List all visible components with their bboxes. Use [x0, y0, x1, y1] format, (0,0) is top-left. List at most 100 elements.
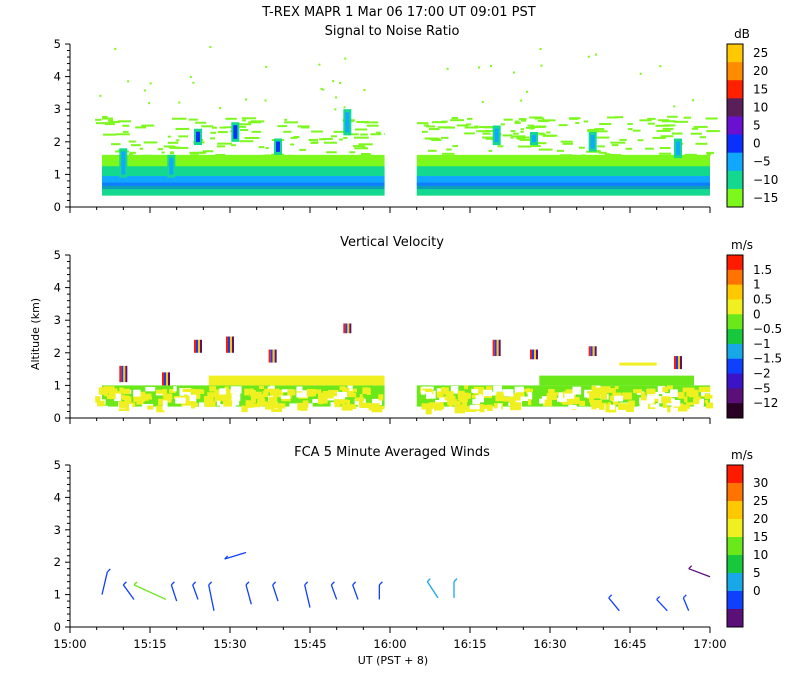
colorbar-frame: [726, 464, 744, 628]
wind-barb: [192, 584, 199, 600]
snr-layer: [416, 182, 710, 190]
vv-speckle: [312, 398, 320, 403]
data-gap: [384, 44, 417, 206]
vv-speckle: [163, 395, 170, 401]
snr-speckle: [575, 121, 580, 124]
snr-speckle: [606, 116, 618, 119]
vv-speckle: [564, 400, 571, 404]
snr-speckle: [360, 152, 371, 155]
wind-barb: [304, 584, 311, 608]
snr-speckle: [597, 145, 605, 148]
y-tick-label: 2: [54, 555, 61, 569]
snr-speckle: [103, 133, 116, 136]
snr-speckle: [265, 147, 269, 150]
vv-speckle: [341, 387, 350, 392]
colorbar-swatch: [727, 373, 743, 389]
snr-speckle: [662, 127, 674, 130]
vv-speckle: [230, 386, 242, 394]
snr-plume-core: [169, 157, 174, 175]
vv-speckle: [347, 387, 353, 392]
vv-speckle: [654, 391, 659, 399]
vv-speckle: [223, 400, 232, 407]
wind-barb-flag: [688, 565, 693, 570]
vv-speckle: [611, 395, 624, 402]
snr-speckle: [335, 96, 338, 99]
wind-barb-flag: [133, 581, 138, 586]
snr-speckle: [520, 128, 525, 131]
vv-speckle: [109, 388, 118, 392]
vv-speckle: [247, 389, 254, 394]
vv-updraft: [194, 339, 196, 353]
snr-speckle: [546, 134, 558, 137]
vv-speckle: [509, 402, 522, 411]
snr-speckle: [135, 126, 147, 129]
vv-speckle: [493, 385, 503, 392]
snr-plume-core: [345, 112, 350, 133]
snr-speckle: [216, 145, 226, 148]
snr-speckle: [236, 123, 252, 126]
snr-speckle: [476, 130, 490, 133]
wind-barb-flag: [106, 568, 111, 573]
colorbar-swatch: [727, 188, 743, 208]
snr-speckle: [513, 71, 516, 74]
snr-speckle: [416, 122, 429, 125]
colorbar-swatch: [727, 284, 743, 300]
snr-speckle: [258, 146, 265, 149]
snr-speckle: [490, 64, 493, 67]
vv-speckle: [639, 403, 647, 411]
snr-speckle: [431, 139, 442, 142]
vv-speckle: [502, 389, 514, 397]
vv-updraft: [119, 365, 122, 383]
snr-speckle: [452, 145, 459, 148]
vv-speckle: [280, 395, 291, 399]
snr-speckle: [265, 65, 268, 68]
snr-speckle: [546, 131, 551, 134]
vv-speckle: [541, 396, 550, 403]
snr-speckle: [95, 122, 110, 125]
vv-updraft: [230, 336, 232, 353]
snr-speckle: [520, 130, 524, 133]
wind-barb-flag: [682, 594, 687, 599]
snr-speckle: [143, 89, 146, 92]
vv-speckle: [483, 389, 493, 397]
snr-speckle: [497, 145, 504, 148]
snr-speckle: [520, 99, 523, 102]
wind-barb: [208, 584, 215, 611]
vv-speckle: [439, 396, 449, 403]
wind-barb: [133, 584, 167, 601]
wind-barb: [426, 581, 439, 599]
vv-speckle: [269, 388, 280, 396]
x-tick-label: 17:00: [693, 637, 726, 651]
colorbar-swatch: [727, 537, 743, 556]
vv-speckle: [145, 386, 156, 392]
vv-speckle: [184, 394, 188, 399]
vv-updraft: [228, 336, 230, 353]
vv-speckle: [322, 396, 328, 404]
colorbar-swatch: [727, 329, 743, 345]
colorbar-label: −5: [753, 155, 771, 169]
snr-plume-core: [676, 141, 680, 156]
vv-speckle: [265, 402, 275, 410]
vv-speckle: [140, 393, 152, 398]
colorbar-swatch: [727, 269, 743, 286]
vv-speckle: [222, 394, 232, 402]
vv-speckle: [121, 395, 130, 400]
vv-speckle: [167, 393, 172, 397]
vv-speckle: [605, 404, 610, 413]
vv-speckle: [643, 395, 655, 403]
snr-speckle: [201, 125, 214, 128]
snr-speckle: [168, 146, 176, 149]
vv-updraft: [168, 372, 170, 386]
vv-speckle: [223, 387, 229, 392]
vv-speckle: [473, 386, 485, 395]
vv-speckle: [444, 388, 449, 394]
snr-plume-core: [196, 131, 200, 143]
snr-speckle: [141, 124, 155, 127]
colorbar-swatch: [727, 358, 743, 375]
colorbar-swatch: [727, 343, 743, 360]
vv-speckle: [337, 391, 348, 398]
vv-speckle: [277, 389, 284, 395]
vv-speckle: [359, 402, 371, 409]
snr-speckle: [583, 120, 589, 123]
vv-speckle: [247, 406, 257, 413]
